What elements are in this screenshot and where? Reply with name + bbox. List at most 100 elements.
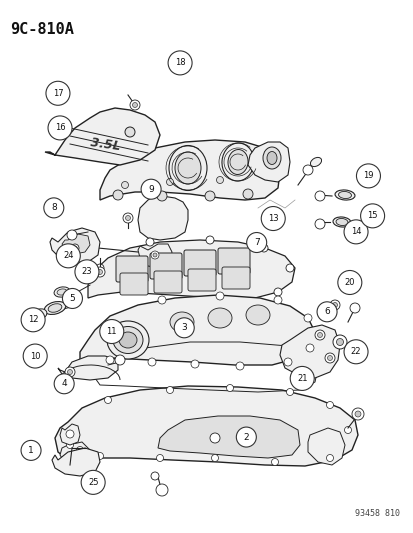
FancyBboxPatch shape	[218, 248, 249, 274]
Circle shape	[130, 100, 140, 110]
Circle shape	[343, 220, 367, 244]
Ellipse shape	[119, 332, 137, 348]
Ellipse shape	[335, 219, 347, 225]
Circle shape	[317, 333, 322, 337]
Polygon shape	[52, 448, 100, 476]
Text: 25: 25	[88, 478, 98, 487]
Ellipse shape	[169, 146, 206, 190]
FancyBboxPatch shape	[120, 273, 147, 295]
Circle shape	[97, 270, 102, 274]
Ellipse shape	[113, 327, 142, 353]
Circle shape	[100, 319, 123, 344]
Circle shape	[56, 244, 80, 268]
Ellipse shape	[54, 287, 70, 297]
Circle shape	[209, 433, 219, 443]
Text: 16: 16	[55, 124, 65, 132]
Circle shape	[104, 397, 111, 403]
Circle shape	[327, 356, 332, 360]
Circle shape	[336, 338, 343, 345]
Circle shape	[337, 270, 361, 295]
Circle shape	[71, 244, 79, 252]
Circle shape	[326, 401, 333, 408]
Circle shape	[314, 191, 324, 201]
Text: 5: 5	[69, 294, 75, 303]
Ellipse shape	[332, 217, 350, 227]
Ellipse shape	[245, 305, 269, 325]
Circle shape	[303, 314, 311, 322]
Circle shape	[290, 366, 313, 391]
Ellipse shape	[207, 308, 231, 328]
Circle shape	[158, 296, 166, 304]
Circle shape	[44, 198, 64, 218]
Circle shape	[354, 411, 360, 417]
Circle shape	[156, 455, 163, 462]
Circle shape	[21, 308, 45, 332]
Circle shape	[286, 389, 293, 395]
Ellipse shape	[170, 312, 194, 332]
Ellipse shape	[44, 302, 66, 314]
Ellipse shape	[338, 191, 351, 198]
Polygon shape	[138, 244, 171, 268]
Circle shape	[326, 455, 333, 462]
Circle shape	[81, 470, 105, 495]
Ellipse shape	[266, 151, 276, 165]
Circle shape	[156, 484, 168, 496]
Polygon shape	[55, 386, 357, 466]
Ellipse shape	[107, 321, 149, 359]
Circle shape	[332, 303, 337, 308]
Circle shape	[332, 335, 346, 349]
Circle shape	[96, 264, 104, 272]
Circle shape	[132, 102, 137, 108]
Circle shape	[48, 116, 72, 140]
Circle shape	[235, 362, 243, 370]
Polygon shape	[88, 240, 294, 298]
Ellipse shape	[310, 157, 321, 167]
Circle shape	[246, 232, 266, 253]
Circle shape	[153, 253, 157, 257]
Circle shape	[349, 303, 359, 313]
Text: 14: 14	[350, 228, 361, 236]
Ellipse shape	[221, 143, 254, 181]
Polygon shape	[138, 196, 188, 240]
Circle shape	[216, 292, 223, 300]
Text: 12: 12	[28, 316, 38, 324]
Circle shape	[101, 326, 109, 334]
Polygon shape	[45, 108, 159, 165]
Circle shape	[23, 344, 47, 368]
Circle shape	[121, 182, 128, 189]
Circle shape	[67, 230, 77, 240]
Circle shape	[66, 441, 74, 448]
Ellipse shape	[33, 309, 47, 319]
Polygon shape	[80, 295, 314, 368]
Text: 13: 13	[267, 214, 278, 223]
Text: 7: 7	[253, 238, 259, 247]
Circle shape	[67, 369, 72, 375]
Circle shape	[204, 191, 214, 201]
Ellipse shape	[175, 152, 201, 184]
Circle shape	[314, 219, 324, 229]
Circle shape	[351, 408, 363, 420]
FancyBboxPatch shape	[221, 267, 249, 289]
Circle shape	[166, 386, 173, 393]
Text: 1: 1	[28, 446, 34, 455]
Circle shape	[151, 251, 159, 259]
Circle shape	[147, 358, 156, 366]
Ellipse shape	[57, 289, 67, 295]
Text: 11: 11	[106, 327, 117, 336]
Circle shape	[141, 179, 161, 199]
Circle shape	[314, 330, 324, 340]
Polygon shape	[100, 140, 279, 200]
FancyBboxPatch shape	[116, 256, 147, 282]
Circle shape	[261, 206, 285, 231]
Circle shape	[344, 426, 351, 433]
Text: 23: 23	[81, 268, 92, 276]
Circle shape	[166, 179, 173, 185]
Text: 2: 2	[243, 433, 249, 441]
Circle shape	[236, 427, 256, 447]
Circle shape	[62, 288, 82, 309]
Circle shape	[343, 340, 367, 364]
Circle shape	[190, 360, 199, 368]
Circle shape	[125, 215, 130, 221]
Circle shape	[151, 472, 159, 480]
Circle shape	[206, 236, 214, 244]
